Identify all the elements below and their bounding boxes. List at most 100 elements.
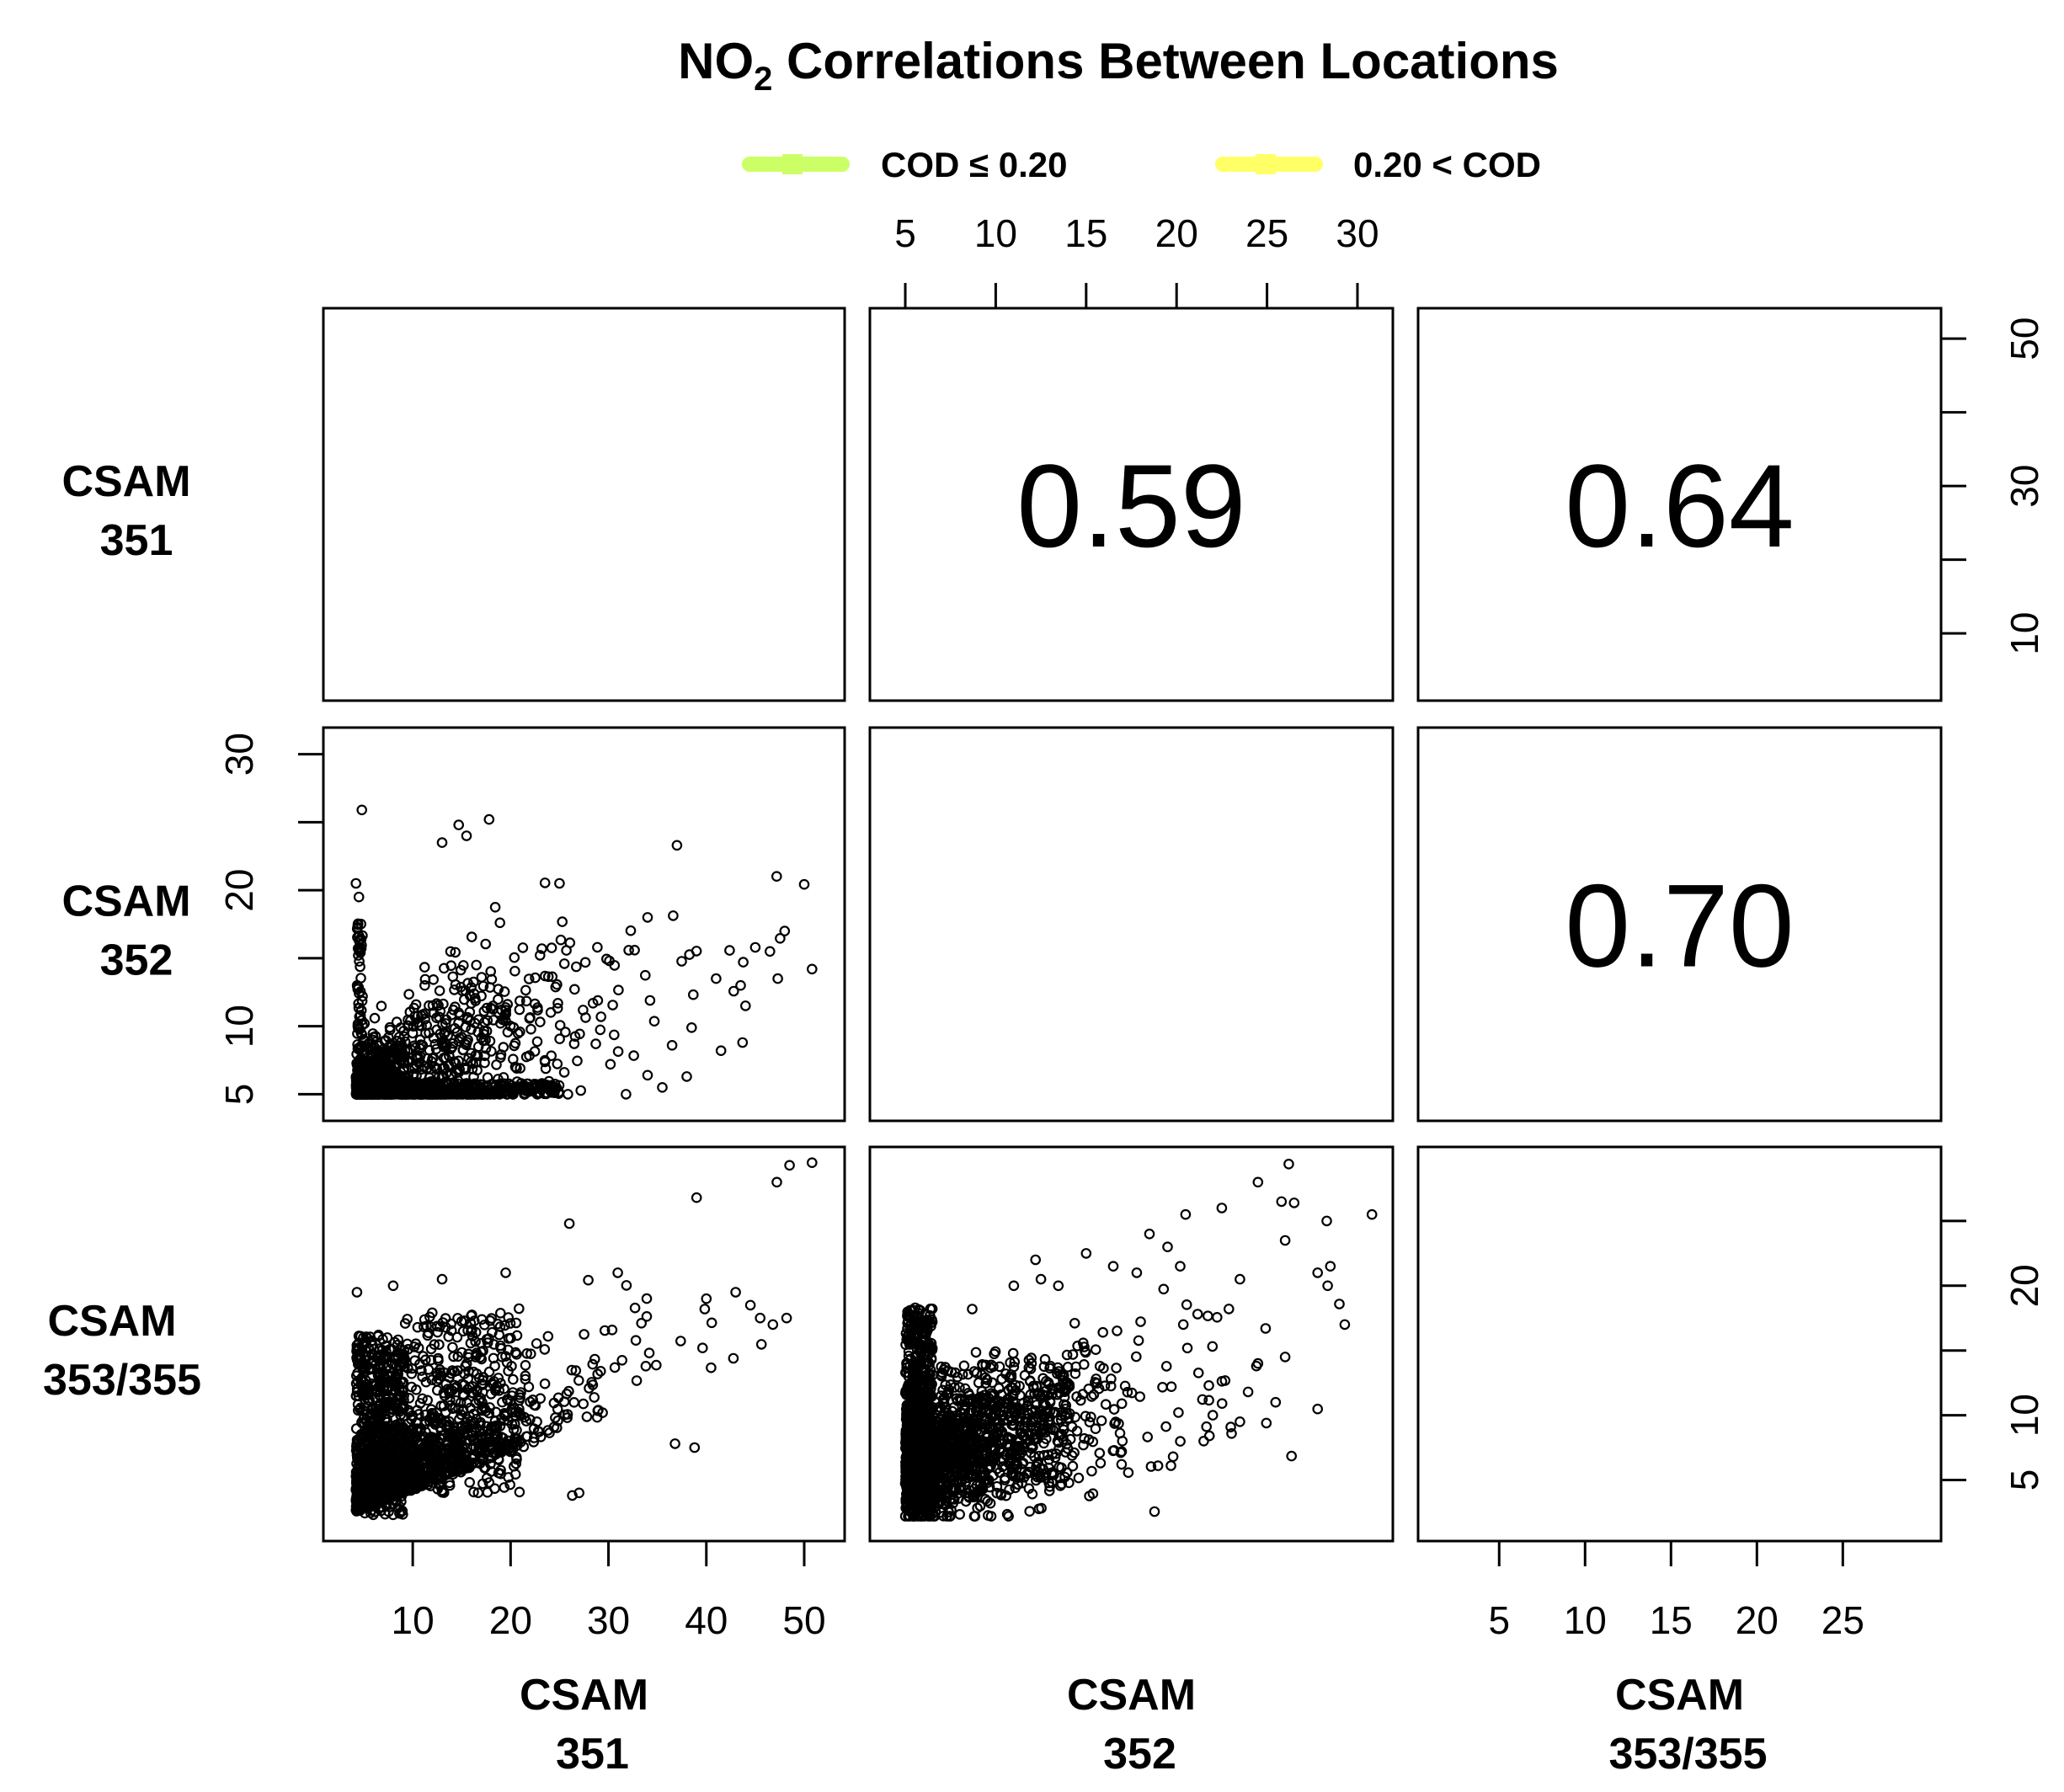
point-r1c0-1087 (376, 1000, 387, 1011)
point-r1c0-1484 (436, 837, 448, 848)
point-r1c0-1498 (715, 1045, 727, 1056)
point-r1c0-752 (668, 910, 679, 921)
point-r1c0-786 (498, 1042, 509, 1053)
point-r1c0-753 (466, 931, 477, 942)
point-r1c0-1449 (510, 1081, 521, 1092)
point-r1c0-1479 (497, 1083, 509, 1095)
point-r1c0-624 (403, 989, 414, 1000)
point-r2c0-261 (562, 1412, 573, 1423)
point-r1c0-774 (595, 1024, 606, 1036)
chart-title: NO2 Correlations Between Locations (678, 33, 1559, 98)
point-r1c0-1489 (749, 941, 761, 953)
point-r1c0-1474 (469, 1081, 481, 1093)
point-r1c0-892 (398, 1055, 409, 1067)
point-r1c0-133 (552, 998, 563, 1009)
panel-r0-c0 (322, 307, 846, 702)
point-r1c0-517 (502, 1027, 514, 1037)
point-r1c0-28 (523, 973, 535, 984)
point-r1c0-185 (775, 933, 786, 944)
point-r1c0-758 (480, 938, 491, 950)
point-r1c0-1477 (403, 1083, 413, 1095)
point-r1c0-1480 (356, 804, 367, 816)
point-r1c0-857 (460, 1021, 472, 1032)
point-r1c0-300 (607, 1000, 618, 1011)
point-r1c0-858 (493, 984, 504, 995)
point-r2c0-394 (599, 1325, 611, 1336)
point-r1c0-230 (529, 998, 541, 1010)
point-r2c0-495 (562, 1409, 573, 1420)
point-r1c0-710 (417, 1040, 429, 1051)
point-r1c0-462 (438, 963, 450, 974)
point-r1c0-1176 (352, 1028, 363, 1039)
point-r1c0-1465 (369, 1080, 380, 1091)
point-r1c0-770 (419, 973, 431, 985)
point-r1c0-220 (509, 1061, 521, 1073)
point-r1c0-72 (621, 1089, 632, 1100)
point-r1c0-645 (408, 1021, 419, 1032)
point-r1c0-1172 (357, 930, 368, 941)
point-r1c0-735 (547, 971, 558, 983)
point-r1c0-540 (552, 979, 563, 990)
point-r1c0-1442 (486, 1086, 498, 1098)
point-r1c0-797 (737, 1037, 749, 1048)
point-r1c0-1157 (354, 956, 365, 967)
point-r1c0-358 (555, 934, 567, 946)
point-r1c0-1458 (503, 1086, 515, 1097)
point-r1c0-27 (575, 1085, 586, 1096)
legend-label-0: COD ≤ 0.20 (881, 145, 1067, 184)
point-r1c0-819 (495, 1052, 506, 1064)
point-r1c0-1485 (671, 840, 683, 851)
point-r1c0-829 (414, 1043, 425, 1054)
point-r1c0-1466 (447, 1084, 458, 1096)
point-r1c0-317 (612, 1046, 624, 1057)
point-r1c0-709 (407, 1027, 419, 1039)
scatter-points (350, 804, 1378, 1522)
point-r1c0-247 (531, 1036, 543, 1048)
point-r1c0-837 (493, 1007, 504, 1018)
point-r1c0-1174 (352, 931, 363, 943)
point-r1c0-1492 (711, 973, 722, 984)
point-r1c0-836 (498, 1012, 509, 1023)
point-r1c0-619 (504, 1021, 516, 1032)
point-r1c0-407 (535, 1016, 546, 1027)
point-r1c0-538 (450, 1058, 461, 1069)
point-r1c0-805 (604, 955, 615, 967)
point-r1c0-1468 (424, 1086, 435, 1098)
point-r1c0-298 (515, 1063, 525, 1074)
point-r1c0-1106 (365, 1062, 376, 1073)
point-r1c0-767 (449, 984, 460, 995)
point-r1c0-169 (623, 945, 634, 956)
point-r1c0-855 (524, 1050, 535, 1061)
point-r1c0-817 (509, 1040, 520, 1052)
point-r1c0-854 (629, 945, 640, 956)
chart-title-rest: Correlations Between Locations (772, 33, 1559, 89)
point-r1c0-812 (428, 1007, 440, 1019)
point-r1c0-337 (460, 1064, 472, 1075)
point-r1c0-853 (391, 1069, 403, 1080)
point-r1c0-226 (448, 1005, 459, 1016)
point-r1c0-75 (687, 989, 699, 1000)
correlation-value-r0-c2: 0.64 (1565, 440, 1794, 572)
point-r1c0-799 (440, 1014, 452, 1026)
point-r1c0-996 (369, 1012, 381, 1024)
point-r2c0-107 (535, 1393, 546, 1404)
point-r1c0-872 (580, 1012, 591, 1023)
point-r1c0-808 (625, 925, 637, 936)
point-r1c0-744 (525, 1012, 536, 1023)
point-r2c0-102 (706, 1362, 717, 1373)
point-r2c0-87 (539, 1344, 551, 1355)
point-r1c0-793 (592, 941, 603, 953)
point-r1c0-115 (639, 969, 651, 981)
point-r1c0-773 (466, 982, 477, 993)
point-r2c0-32 (520, 1360, 531, 1371)
legend-swatch-marker-1 (1256, 154, 1276, 174)
point-r1c0-1175 (357, 1055, 369, 1067)
point-r1c0-632 (485, 1002, 497, 1014)
point-r1c0-176 (488, 1000, 499, 1011)
point-r1c0-693 (771, 871, 782, 882)
point-r1c0-380 (476, 972, 488, 983)
point-r1c0-1453 (361, 1085, 373, 1096)
point-r1c0-502 (572, 1055, 583, 1067)
point-r1c0-668 (520, 984, 531, 996)
